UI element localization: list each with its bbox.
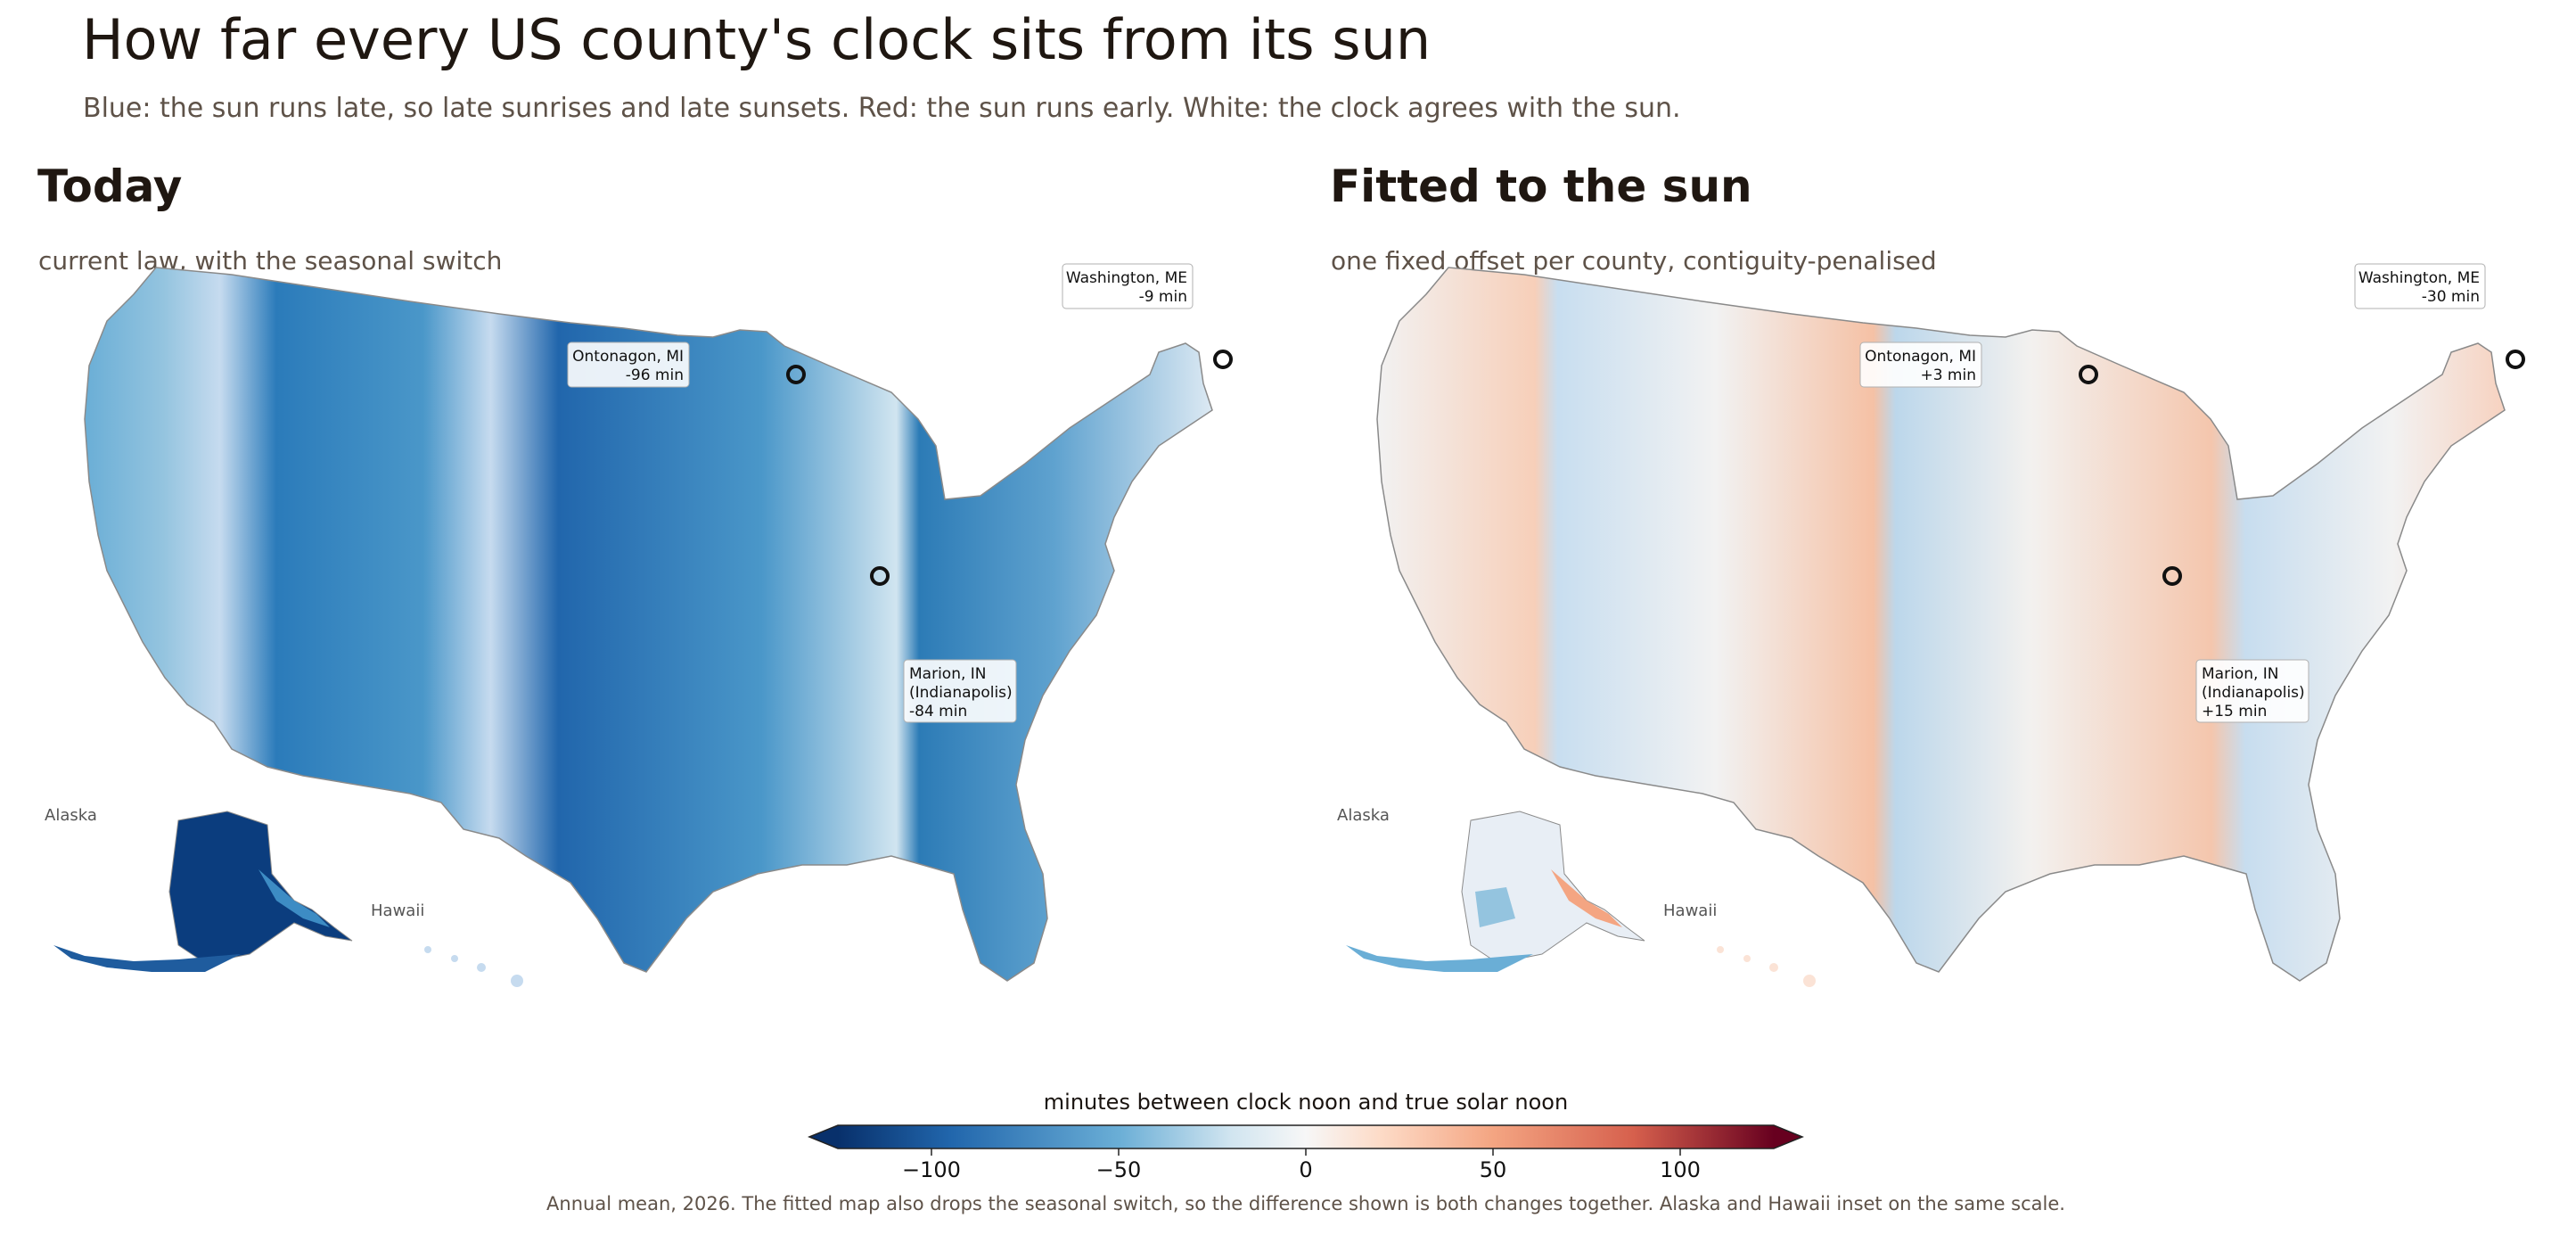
inset-alaska-today xyxy=(53,811,353,972)
svg-text:(Indianapolis): (Indianapolis) xyxy=(2202,684,2305,702)
callout-marion-in-fitted: Marion, IN (Indianapolis) +15 min xyxy=(2195,659,2309,723)
marker-ontonagon-mi-fitted xyxy=(2079,365,2098,384)
panel-subtitle-fitted: one fixed offset per county, contiguity-… xyxy=(1331,246,1937,276)
page-subtitle: Blue: the sun runs late, so late sunrise… xyxy=(83,93,1681,124)
label-alaska-today: Alaska xyxy=(45,806,97,825)
colorbar-tick-label: −100 xyxy=(902,1157,961,1182)
inset-hawaii-today xyxy=(424,946,523,987)
panel-title-fitted: Fitted to the sun xyxy=(1330,161,1752,212)
callout-washington-me-fitted: Washington, ME -30 min xyxy=(2354,263,2486,309)
colorbar-tick-label: 50 xyxy=(1480,1157,1507,1182)
svg-text:-84 min: -84 min xyxy=(909,703,967,720)
svg-text:+15 min: +15 min xyxy=(2202,703,2267,720)
label-hawaii-fitted: Hawaii xyxy=(1663,901,1717,920)
colorbar-extend-high xyxy=(1774,1125,1802,1148)
marker-washington-me-fitted xyxy=(2506,350,2525,369)
svg-text:Marion, IN: Marion, IN xyxy=(2202,665,2279,683)
svg-text:Washington, ME: Washington, ME xyxy=(1066,269,1187,287)
colorbar-tick-label: −50 xyxy=(1096,1157,1142,1182)
page-title: How far every US county's clock sits fro… xyxy=(82,7,1432,72)
marker-marion-in-today xyxy=(870,566,890,586)
colorbar-extend-low xyxy=(809,1125,838,1148)
label-hawaii-today: Hawaii xyxy=(371,901,424,920)
callout-ontonagon-mi-fitted: Ontonagon, MI +3 min xyxy=(1859,342,1982,388)
svg-text:-30 min: -30 min xyxy=(2422,288,2480,306)
marker-marion-in-fitted xyxy=(2162,566,2182,586)
svg-text:-96 min: -96 min xyxy=(626,366,684,384)
colorbar: −100 −50 0 50 100 xyxy=(808,1124,1804,1182)
callout-marion-in-today: Marion, IN (Indianapolis) -84 min xyxy=(903,659,1017,723)
marker-ontonagon-mi-today xyxy=(786,365,806,384)
svg-text:Washington, ME: Washington, ME xyxy=(2359,269,2480,287)
inset-alaska-fitted xyxy=(1346,811,1645,972)
callout-ontonagon-mi-today: Ontonagon, MI -96 min xyxy=(567,342,690,388)
colorbar-tick-label: 0 xyxy=(1299,1157,1312,1182)
svg-text:+3 min: +3 min xyxy=(1920,366,1976,384)
svg-text:(Indianapolis): (Indianapolis) xyxy=(909,684,1013,702)
panel-subtitle-today: current law, with the seasonal switch xyxy=(38,246,503,276)
inset-hawaii-fitted xyxy=(1717,946,1816,987)
colorbar-gradient xyxy=(838,1125,1774,1148)
marker-washington-me-today xyxy=(1213,350,1233,369)
svg-text:Ontonagon, MI: Ontonagon, MI xyxy=(572,348,684,366)
svg-text:-9 min: -9 min xyxy=(1139,288,1187,306)
panel-title-today: Today xyxy=(37,161,183,212)
markers xyxy=(786,350,2525,586)
colorbar-title: minutes between clock noon and true sola… xyxy=(1043,1090,1569,1115)
svg-text:Marion, IN: Marion, IN xyxy=(909,665,987,683)
colorbar-tick-label: 100 xyxy=(1660,1157,1701,1182)
footnote: Annual mean, 2026. The fitted map also d… xyxy=(546,1193,2065,1214)
label-alaska-fitted: Alaska xyxy=(1337,806,1390,825)
callout-washington-me-today: Washington, ME -9 min xyxy=(1062,263,1194,309)
svg-text:Ontonagon, MI: Ontonagon, MI xyxy=(1865,348,1976,366)
